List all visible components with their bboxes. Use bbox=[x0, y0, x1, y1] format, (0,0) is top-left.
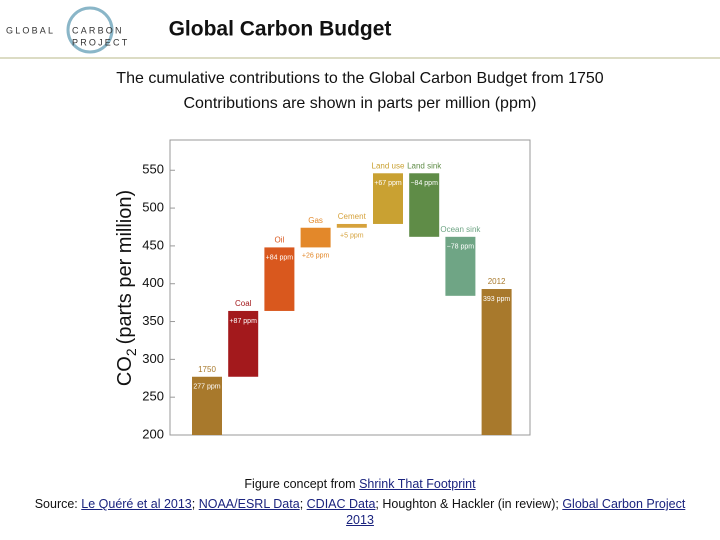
link[interactable]: NOAA/ESRL Data bbox=[198, 497, 300, 511]
category-label: Land sink bbox=[407, 161, 442, 170]
link[interactable]: Global Carbon Project 2013 bbox=[346, 497, 686, 527]
category-label: Ocean sink bbox=[440, 225, 481, 234]
text: Source: bbox=[34, 497, 82, 511]
y-tick-label: 550 bbox=[142, 162, 164, 177]
bar bbox=[192, 376, 222, 435]
y-tick-label: 200 bbox=[142, 426, 164, 441]
y-tick-label: 450 bbox=[142, 237, 164, 252]
category-label: Land use bbox=[372, 161, 405, 170]
bar bbox=[409, 173, 440, 237]
value-label: +67 ppm bbox=[374, 180, 402, 187]
y-tick-label: 300 bbox=[142, 351, 164, 366]
bar bbox=[228, 310, 259, 377]
text: ; Houghton & Hackler (in review); bbox=[375, 497, 563, 511]
y-label-part: (parts per million) bbox=[114, 190, 136, 344]
source-line: Source: Le Quéré et al 2013; NOAA/ESRL D… bbox=[30, 496, 690, 528]
logo-word: GLOBAL bbox=[6, 25, 55, 35]
bar bbox=[481, 289, 512, 435]
bar bbox=[300, 227, 331, 248]
category-label: Oil bbox=[275, 236, 285, 245]
subtitle: Contributions are shown in parts per mil… bbox=[183, 95, 536, 112]
value-label: −84 ppm bbox=[410, 180, 438, 187]
value-label: +26 ppm bbox=[302, 252, 330, 259]
category-label: 1750 bbox=[198, 365, 216, 374]
category-label: Coal bbox=[235, 299, 252, 308]
logo-word: CARBON bbox=[72, 25, 124, 35]
value-label: +5 ppm bbox=[340, 233, 364, 240]
value-label: +87 ppm bbox=[229, 318, 257, 325]
concept-line: Figure concept from Shrink That Footprin… bbox=[30, 476, 690, 492]
category-label: Gas bbox=[308, 216, 323, 225]
logo-ring bbox=[66, 6, 114, 54]
link[interactable]: Shrink That Footprint bbox=[359, 477, 476, 491]
slide-title: Global Carbon Budget bbox=[169, 18, 392, 41]
y-tick-label: 350 bbox=[142, 313, 164, 328]
value-label: 277 ppm bbox=[193, 384, 220, 391]
text: ; bbox=[191, 497, 199, 511]
category-label: 2012 bbox=[488, 277, 506, 286]
text: Figure concept from bbox=[244, 477, 360, 491]
text: ; bbox=[299, 497, 307, 511]
value-label: −78 ppm bbox=[447, 244, 475, 251]
plot-frame bbox=[169, 139, 531, 436]
link[interactable]: Le Quéré et al 2013 bbox=[81, 497, 192, 511]
link[interactable]: CDIAC Data bbox=[306, 497, 376, 511]
bar bbox=[336, 223, 367, 228]
y-tick-label: 500 bbox=[142, 200, 164, 215]
value-label: +84 ppm bbox=[266, 254, 294, 261]
y-tick-label: 250 bbox=[142, 389, 164, 404]
y-label-part: CO bbox=[114, 356, 136, 386]
y-axis-label: CO2 (parts per million) bbox=[114, 190, 138, 386]
bar bbox=[373, 173, 403, 224]
category-label: Cement bbox=[338, 212, 367, 221]
bar bbox=[445, 236, 476, 296]
y-label-sub: 2 bbox=[123, 348, 139, 356]
y-tick-label: 400 bbox=[142, 275, 164, 290]
value-label: 393 ppm bbox=[483, 296, 510, 303]
logo-word: PROJECT bbox=[72, 37, 129, 47]
bar bbox=[264, 247, 295, 311]
subtitle: The cumulative contributions to the Glob… bbox=[116, 70, 603, 87]
